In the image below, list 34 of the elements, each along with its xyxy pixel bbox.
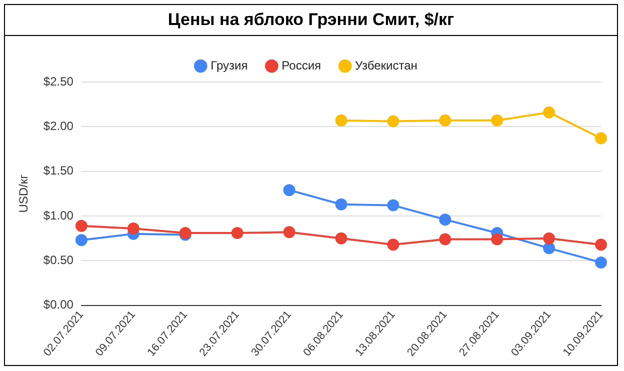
- legend-label: Узбекистан: [355, 58, 418, 72]
- y-tick-label: $0.50: [43, 252, 74, 267]
- point: [595, 256, 607, 268]
- y-axis-title: USD/кг: [16, 174, 31, 213]
- y-tick-label: $1.50: [43, 164, 74, 178]
- point: [335, 198, 348, 210]
- y-tick-label: $2.50: [43, 74, 74, 88]
- point: [75, 220, 88, 232]
- point: [387, 115, 400, 128]
- point: [387, 199, 400, 212]
- y-tick-label: $1.00: [43, 208, 74, 222]
- point: [127, 222, 140, 235]
- point: [335, 114, 348, 126]
- point: [75, 234, 88, 246]
- point: [231, 226, 244, 239]
- point: [491, 114, 504, 126]
- legend-label: Грузия: [210, 58, 248, 72]
- point: [595, 132, 607, 144]
- point: [543, 106, 556, 118]
- point: [543, 242, 556, 254]
- point: [439, 214, 452, 226]
- point: [543, 232, 556, 244]
- point: [283, 226, 296, 238]
- point: [439, 114, 452, 126]
- point: [491, 233, 504, 246]
- point: [387, 238, 400, 251]
- legend-label: Россия: [282, 58, 322, 72]
- point: [595, 238, 607, 251]
- y-tick-label: $0.00: [43, 298, 74, 312]
- point: [283, 184, 296, 196]
- point: [335, 232, 348, 244]
- point: [439, 233, 452, 246]
- chart-title: Цены на яблоко Грэнни Смит, $/кг: [5, 5, 617, 36]
- y-tick-label: $2.00: [43, 118, 74, 133]
